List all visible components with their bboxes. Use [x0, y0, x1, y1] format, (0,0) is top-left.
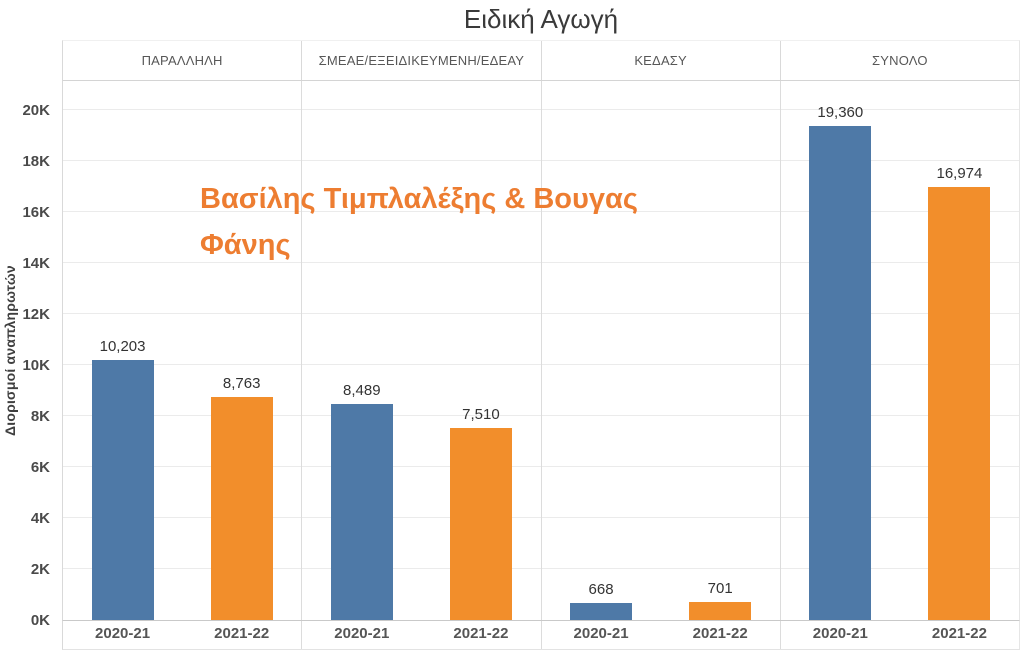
y-tick-label: 4K — [30, 510, 50, 527]
x-label-cell: 2020-21 2021-22 — [540, 621, 780, 649]
x-axis-label: 2020-21 — [573, 625, 629, 642]
panel-header: ΚΕΔΑΣΥ — [540, 41, 780, 80]
x-axis-label: 2020-21 — [812, 625, 868, 642]
x-axis-label: 2021-22 — [692, 625, 748, 642]
bar-2020-21 — [809, 126, 872, 620]
x-axis-label: 2021-22 — [453, 625, 509, 642]
chart-area: ΠΑΡΑΛΛΗΛΗ ΣΜΕΑΕ/ΕΞΕΙΔΙΚΕΥΜΕΝΗ/ΕΔΕΑΥ ΚΕΔΑΣΥ… — [62, 40, 1020, 650]
x-label-cell: 2020-21 2021-22 — [301, 621, 540, 649]
chart-title: Ειδική Αγωγή — [463, 4, 619, 34]
panel: 668 701 — [540, 81, 780, 620]
bar-2021-22 — [449, 428, 512, 620]
x-axis-label-row: 2020-21 2021-22 2020-21 2021-22 2020-21 2021-… — [62, 621, 1020, 650]
bar-2021-22 — [928, 187, 991, 620]
panel-header: ΣΜΕΑΕ/ΕΞΕΙΔΙΚΕΥΜΕΝΗ/ΕΔΕΑΥ — [301, 41, 540, 80]
bar-value-label: 668 — [588, 581, 614, 598]
y-tick-label: 10K — [22, 357, 50, 374]
bar-value-label: 701 — [707, 580, 733, 597]
y-tick-label: 2K — [30, 561, 50, 578]
y-tick-label: 20K — [22, 102, 50, 119]
watermark-text: Βασίλης Τιμπλαλέξης & Βουγας Φάνης — [200, 183, 638, 261]
panel-header-row: ΠΑΡΑΛΛΗΛΗ ΣΜΕΑΕ/ΕΞΕΙΔΙΚΕΥΜΕΝΗ/ΕΔΕΑΥ ΚΕΔΑΣΥ… — [62, 40, 1020, 81]
panel: 19,360 16,974 — [779, 81, 1019, 620]
bar-value-label: 7,510 — [462, 406, 500, 423]
y-tick-label: 16K — [22, 204, 50, 221]
x-label-cell: 2020-21 2021-22 — [63, 621, 301, 649]
plot-area: 10,203 8,763 8,489 7,510 668 701 19,360 16,974 — [62, 81, 1020, 621]
bar-2021-22 — [689, 602, 752, 620]
y-axis: 0K 2K 4K 6K 8K 10K 12K 14K 16K 18K 20K — [0, 81, 56, 629]
x-axis-label: 2020-21 — [95, 625, 151, 642]
x-axis-label: 2020-21 — [334, 625, 390, 642]
bar-value-label: 10,203 — [99, 338, 146, 355]
x-label-cell: 2020-21 2021-22 — [779, 621, 1019, 649]
panel-header: ΣΥΝΟΛΟ — [779, 41, 1019, 80]
y-tick-label: 8K — [30, 408, 50, 425]
y-tick-label: 6K — [30, 459, 50, 476]
bar-2020-21 — [91, 360, 154, 620]
panel: 10,203 8,763 — [63, 81, 301, 620]
y-tick-label: 12K — [22, 306, 50, 323]
x-axis-label: 2021-22 — [214, 625, 270, 642]
x-axis-label: 2021-22 — [931, 625, 987, 642]
bar-2020-21 — [330, 404, 393, 620]
y-tick-label: 18K — [22, 153, 50, 170]
panel: 8,489 7,510 — [301, 81, 540, 620]
bar-value-label: 8,763 — [222, 375, 261, 392]
bar-value-label: 19,360 — [817, 104, 864, 121]
bar-value-label: 16,974 — [936, 165, 983, 182]
y-tick-label: 0K — [30, 612, 50, 629]
bar-2021-22 — [210, 397, 273, 620]
bar-2020-21 — [570, 603, 633, 620]
y-tick-label: 14K — [22, 255, 50, 272]
panel-header: ΠΑΡΑΛΛΗΛΗ — [141, 53, 223, 68]
bar-value-label: 8,489 — [343, 382, 381, 399]
panels: 10,203 8,763 8,489 7,510 668 701 19,360 16,974 — [63, 81, 1019, 620]
